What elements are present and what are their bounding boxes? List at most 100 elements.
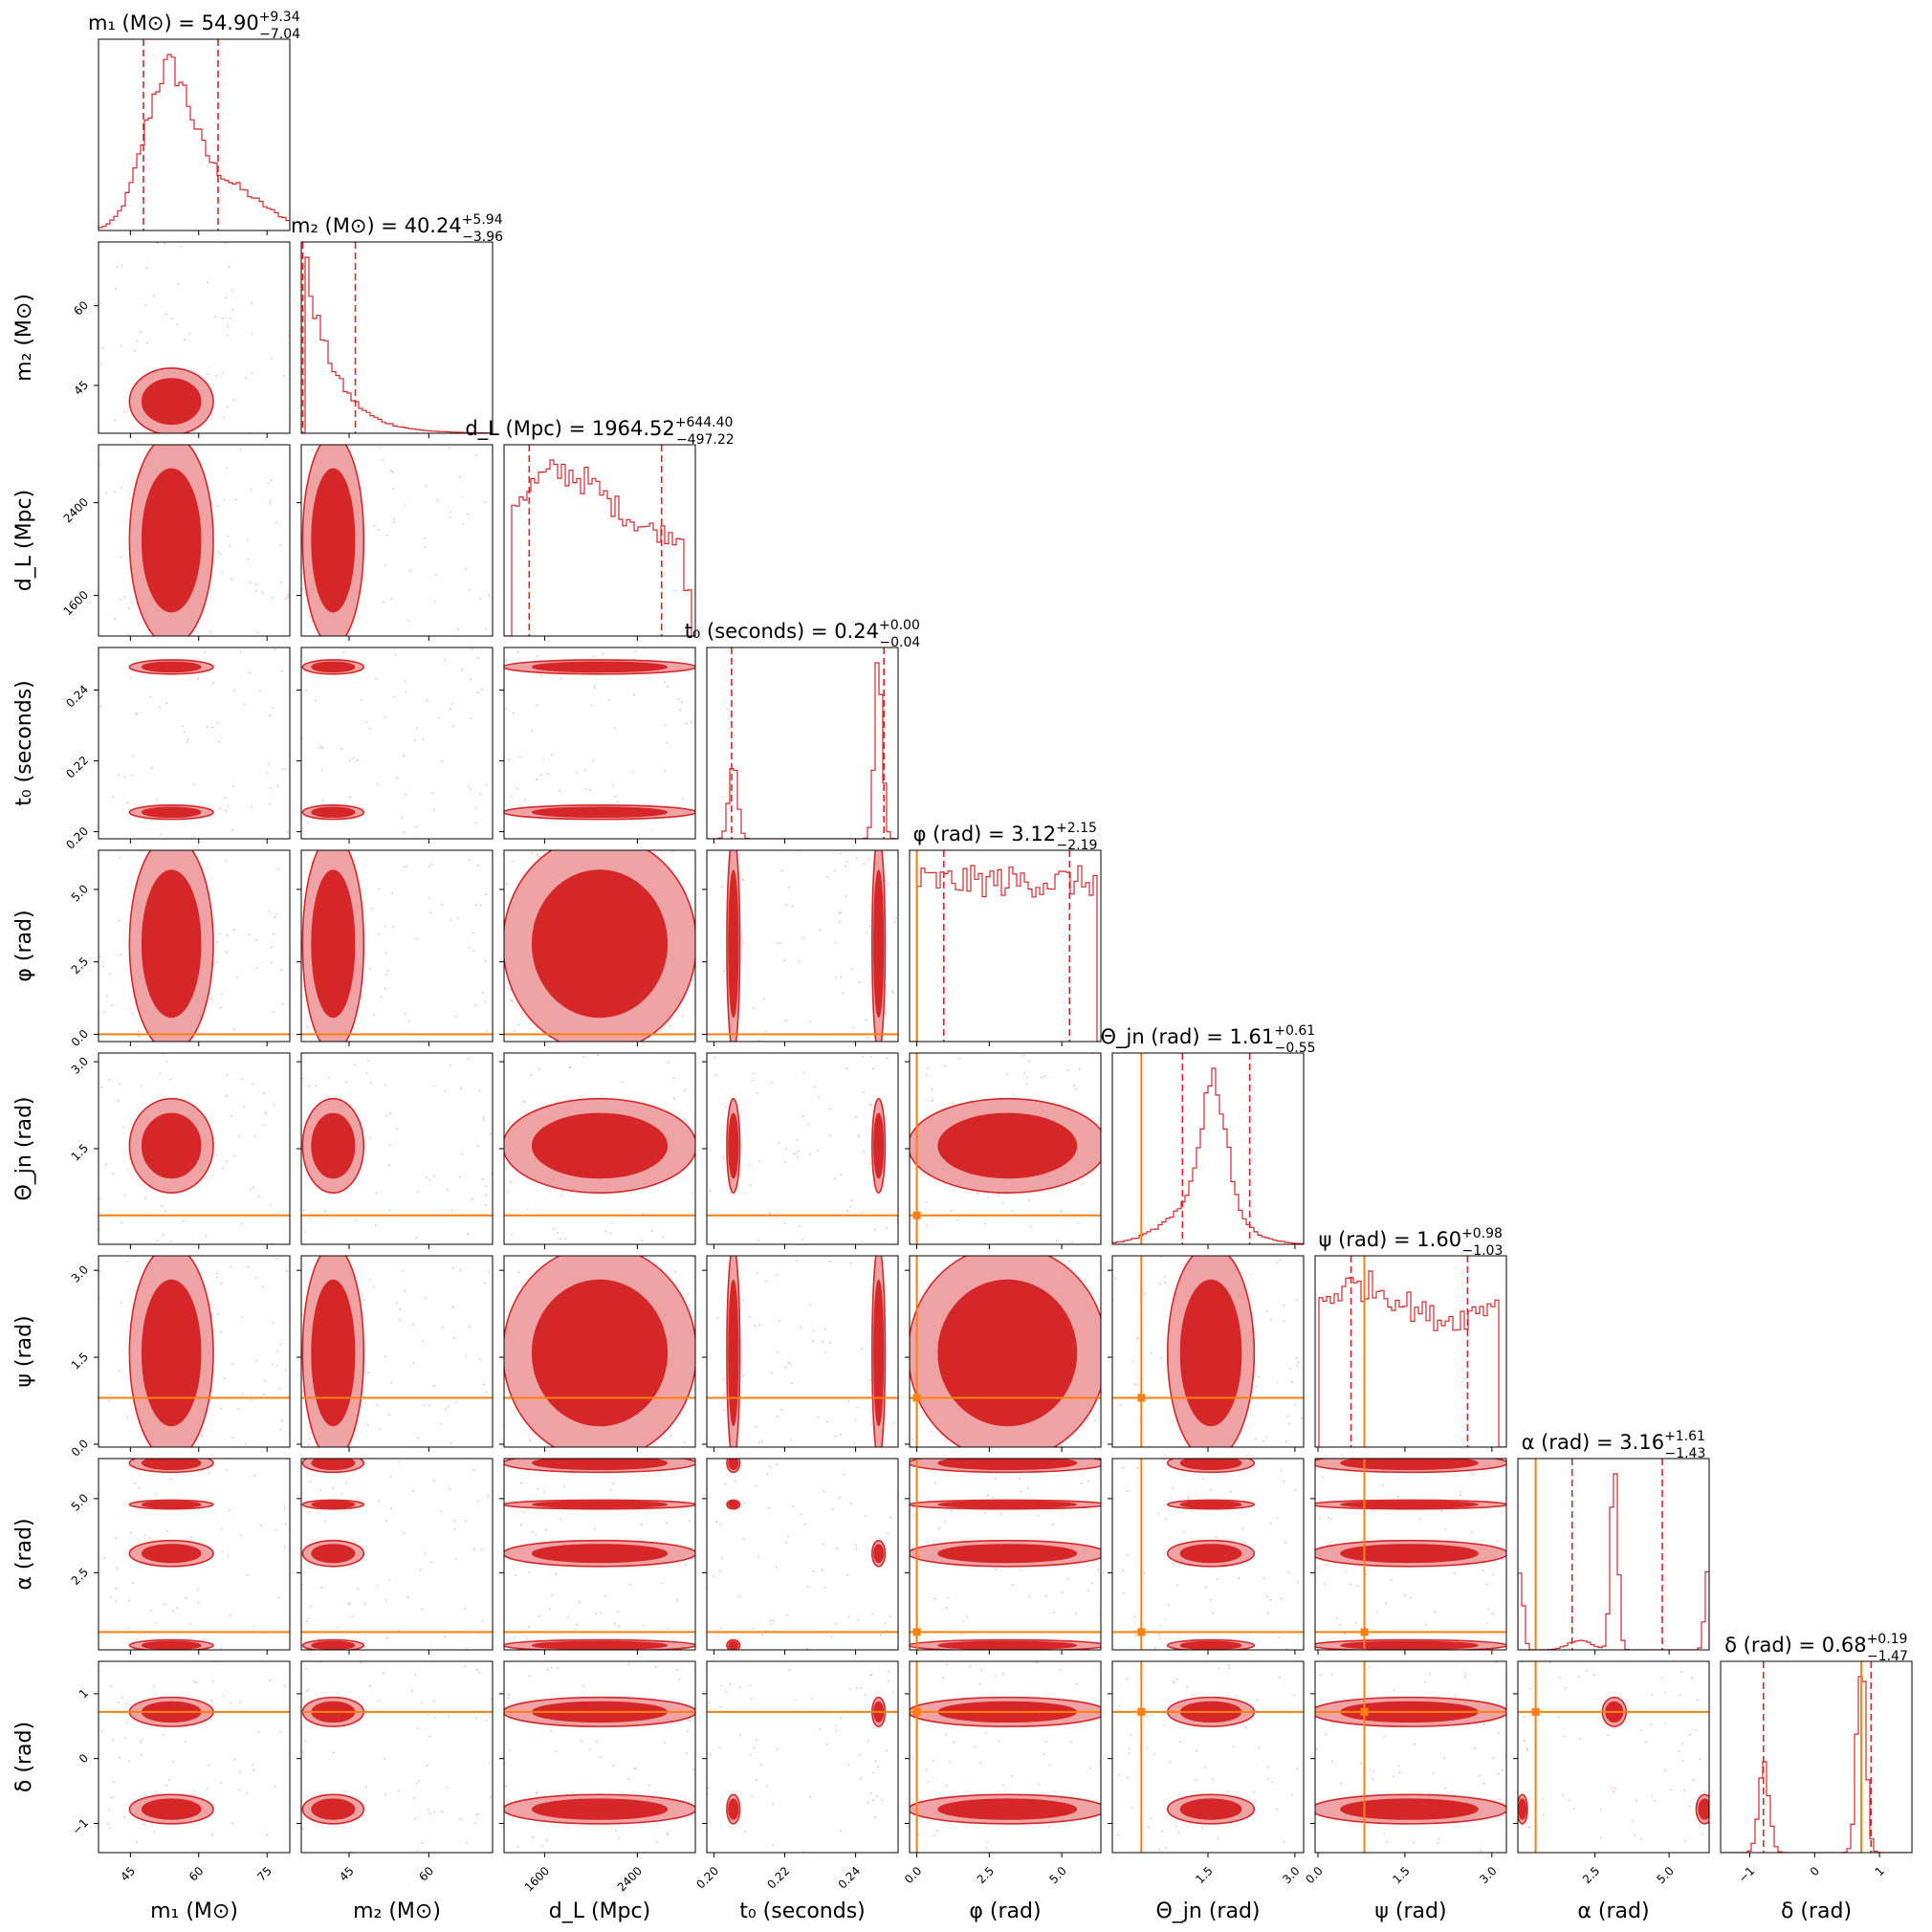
- sample-point: [945, 1606, 948, 1609]
- sample-point: [575, 771, 578, 774]
- sample-point: [557, 1667, 560, 1669]
- sample-point: [101, 346, 104, 349]
- sample-point: [1022, 1054, 1025, 1057]
- sample-point: [780, 869, 783, 872]
- sample-point: [892, 1691, 894, 1694]
- sample-point: [692, 1256, 694, 1259]
- sample-point: [165, 1785, 168, 1787]
- sample-point: [1471, 1473, 1474, 1476]
- sample-point: [413, 1797, 415, 1799]
- sample-point: [482, 1383, 485, 1386]
- sample-point: [719, 1523, 722, 1526]
- sample-point: [1501, 1558, 1504, 1561]
- sample-point: [454, 1015, 457, 1018]
- sample-point: [1275, 1808, 1278, 1811]
- sample-point: [818, 1096, 820, 1098]
- y-tick-label-alpha: 5.0: [69, 1491, 91, 1513]
- sample-point: [687, 1730, 689, 1733]
- panel-t0-delta: 0.20 0.22 0.24: [693, 1660, 899, 1892]
- sample-point: [984, 1222, 987, 1225]
- sample-point: [422, 738, 425, 740]
- sample-point: [391, 891, 393, 894]
- sample-point: [1122, 1466, 1125, 1469]
- contour-inner: [531, 869, 669, 1019]
- sample-point: [239, 1701, 242, 1703]
- sample-point: [1087, 1480, 1089, 1482]
- title-plus-psi: +0.98: [1461, 1226, 1503, 1241]
- sample-point: [1375, 1612, 1378, 1614]
- sample-point: [1385, 1602, 1387, 1605]
- sample-point: [1087, 1590, 1089, 1592]
- sample-point: [1404, 1594, 1406, 1596]
- sample-point: [729, 1682, 732, 1685]
- sample-point: [849, 1503, 852, 1505]
- sample-point: [327, 1077, 330, 1079]
- sample-point: [488, 1762, 491, 1765]
- sample-point: [505, 659, 508, 661]
- sample-point: [1482, 1782, 1485, 1785]
- panel-m1-psi: 0.01.53.0: [69, 1255, 291, 1460]
- sample-point: [304, 1231, 307, 1234]
- contour-inner: [531, 1640, 669, 1650]
- sample-point: [792, 1505, 794, 1507]
- sample-point: [690, 721, 692, 724]
- sample-point: [132, 1013, 134, 1016]
- sample-point: [396, 777, 398, 779]
- sample-point: [524, 1101, 526, 1104]
- sample-point: [106, 995, 108, 998]
- sample-point: [415, 825, 417, 828]
- sample-point: [1678, 1750, 1680, 1752]
- sample-point: [469, 859, 472, 861]
- sample-point: [1640, 1837, 1642, 1840]
- sample-point: [1294, 1403, 1297, 1406]
- sample-point: [855, 856, 858, 859]
- sample-point: [537, 1488, 539, 1490]
- sample-point: [464, 1608, 466, 1610]
- sample-point: [1372, 1777, 1374, 1780]
- sample-point: [1168, 1603, 1170, 1606]
- sample-point: [925, 1768, 928, 1771]
- x-tick-label-t0: 0.22: [764, 1864, 792, 1892]
- sample-point: [599, 1612, 602, 1614]
- sample-point: [559, 789, 561, 792]
- sample-point: [230, 1265, 231, 1268]
- sample-point: [332, 1751, 335, 1754]
- sample-point: [601, 1095, 604, 1097]
- sample-point: [868, 925, 871, 928]
- sample-point: [722, 1378, 725, 1380]
- sample-point: [513, 1636, 516, 1639]
- sample-point: [887, 1680, 889, 1683]
- x-tick-label-psi: 1.5: [1390, 1864, 1412, 1886]
- sample-point: [476, 1668, 478, 1671]
- title-minus-theta_jn: −0.55: [1275, 1041, 1316, 1056]
- sample-point: [1654, 1800, 1657, 1803]
- sample-point: [376, 782, 379, 785]
- sample-point: [207, 373, 209, 376]
- sample-point: [203, 1638, 206, 1640]
- sample-point: [1429, 1673, 1431, 1675]
- truth-marker: [1360, 1707, 1369, 1716]
- sample-point: [252, 1083, 254, 1085]
- sample-point: [1482, 1570, 1484, 1572]
- sample-point: [757, 1555, 759, 1558]
- sample-point: [404, 1290, 406, 1293]
- sample-point: [836, 1548, 838, 1549]
- sample-point: [136, 713, 139, 714]
- sample-point: [801, 1238, 804, 1240]
- sample-point: [851, 1026, 854, 1029]
- sample-point: [340, 748, 342, 750]
- sample-point: [925, 1074, 928, 1076]
- sample-point: [1060, 1668, 1062, 1671]
- sample-point: [109, 1685, 112, 1688]
- sample-point: [505, 1785, 507, 1788]
- y-axis-label-dL: d_L (Mpc): [12, 490, 36, 591]
- panel-frame: [1720, 1660, 1913, 1854]
- y-axis-label-delta: δ (rad): [12, 1722, 36, 1792]
- sample-point: [450, 1441, 452, 1444]
- contour-inner: [311, 806, 356, 819]
- sample-point: [269, 1679, 271, 1681]
- sample-point: [176, 1607, 178, 1609]
- sample-point: [1077, 1221, 1080, 1224]
- sample-point: [1028, 1060, 1030, 1063]
